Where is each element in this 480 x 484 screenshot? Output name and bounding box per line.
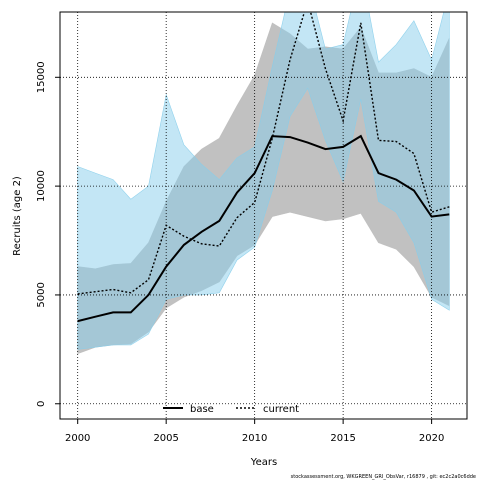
confidence-bands <box>77 12 450 355</box>
plot-frame <box>59 11 468 420</box>
series-line-current <box>77 12 450 295</box>
x-tick-label: 2010 <box>242 433 267 444</box>
series-line-base <box>77 134 450 323</box>
y-tick-label: 10000 <box>36 170 47 202</box>
x-tick-label: 2005 <box>153 433 178 444</box>
y-axis-label: Recruits (age 2) <box>12 176 23 256</box>
y-tick-label: 0 <box>36 401 47 407</box>
grid-lines <box>60 12 467 419</box>
axes: 2000 2005 2010 2015 2020 0 5000 10000 15000 <box>36 61 444 444</box>
x-tick-label: 2020 <box>419 433 444 444</box>
y-tick-label: 15000 <box>36 61 47 93</box>
x-tick-label: 2015 <box>330 433 355 444</box>
legend: base current <box>163 404 299 415</box>
legend-label-base: base <box>190 404 214 415</box>
series-lines <box>77 12 450 323</box>
legend-label-current: current <box>263 404 299 415</box>
footer-note: stockassessment.org, WKGREEN_GRI_ObsVar,… <box>291 474 476 480</box>
x-axis-label: Years <box>250 457 277 468</box>
y-tick-label: 5000 <box>36 282 47 307</box>
x-tick-label: 2000 <box>65 433 90 444</box>
